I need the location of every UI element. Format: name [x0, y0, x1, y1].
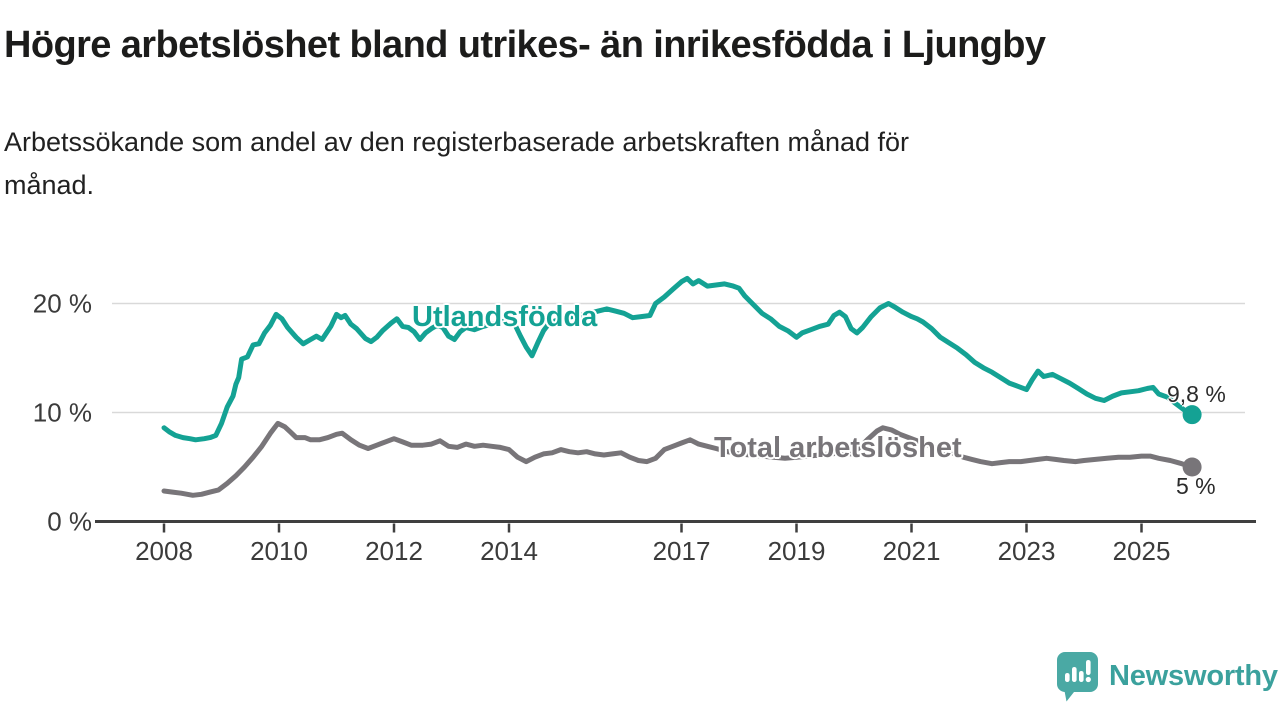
- newsworthy-logo-icon: [1057, 652, 1098, 702]
- series-label-total-arbetsloshet: Total arbetslöshet: [714, 432, 962, 464]
- x-tick-label-2017: 2017: [653, 536, 711, 566]
- y-tick-label-0: 0 %: [47, 507, 92, 537]
- subtitle-line-2: månad.: [4, 170, 95, 201]
- chart-subtitle: Arbetssökande som andel av den registerb…: [4, 121, 1204, 207]
- x-tick-label-2008: 2008: [135, 536, 193, 566]
- x-tick-label-2010: 2010: [250, 536, 308, 566]
- series-end-dot-utlandsfodda: [1182, 405, 1202, 425]
- subtitle-line-1: Arbetssökande som andel av den registerb…: [4, 127, 910, 157]
- end-value-total: 5 %: [1176, 473, 1216, 499]
- series-label-utlandsfodda: Utlandsfödda: [412, 301, 598, 333]
- series-end-dot-total: [1182, 457, 1202, 477]
- page-title: Högre arbetslöshet bland utrikes- än inr…: [4, 24, 1046, 66]
- x-tick-label-2019: 2019: [768, 536, 826, 566]
- y-tick-label-10: 10 %: [33, 398, 92, 428]
- y-tick-label-20: 20 %: [33, 289, 92, 319]
- newsworthy-logo-text: Newsworthy: [1109, 659, 1278, 692]
- x-tick-label-2025: 2025: [1113, 536, 1171, 566]
- x-tick-label-2012: 2012: [365, 536, 423, 566]
- x-tick-label-2021: 2021: [883, 536, 941, 566]
- end-value-utlandsfodda: 9,8 %: [1167, 381, 1226, 407]
- series-line-total: [161, 420, 1195, 498]
- x-tick-label-2023: 2023: [998, 536, 1056, 566]
- series-line-utlandsfodda: [161, 275, 1195, 443]
- x-tick-label-2014: 2014: [480, 536, 538, 566]
- newsworthy-logo: Newsworthy: [1054, 650, 1278, 702]
